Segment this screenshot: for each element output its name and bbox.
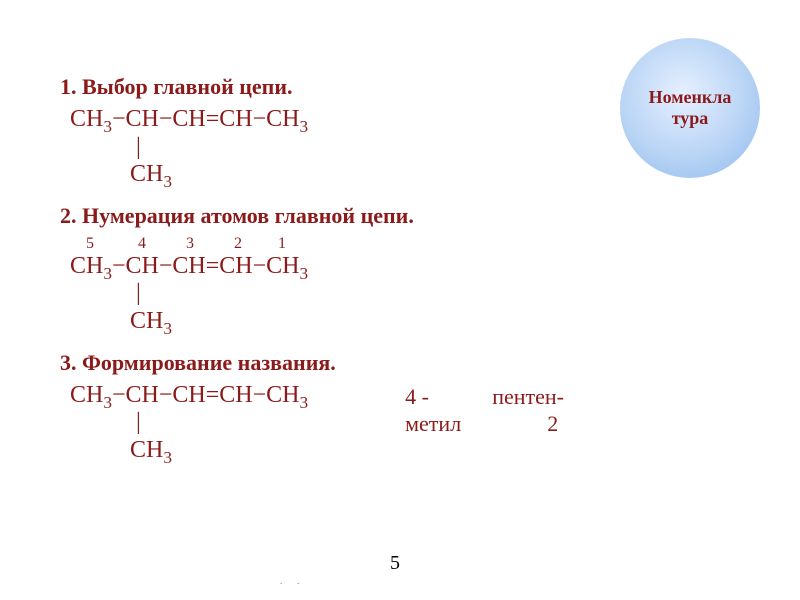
- step3-num: 3.: [60, 350, 77, 375]
- formula-1-main: CH3−CH−CH=CH−CH3: [70, 106, 740, 134]
- name-col2-a: пентен-: [491, 384, 592, 409]
- compound-name: 4 - пентен- метил 2: [402, 382, 594, 438]
- numbering-row: 5 4 3 2 1: [70, 235, 740, 253]
- step1-heading: 1. Выбор главной цепи.: [60, 74, 740, 100]
- formula-2-main: CH3−CH−CH=CH−CH3: [70, 253, 740, 281]
- name-col1-b: метил: [404, 411, 489, 436]
- formula-2-bar: |: [70, 280, 740, 308]
- step1-title: Выбор главной цепи.: [82, 74, 293, 99]
- main-content: 1. Выбор главной цепи. CH3−CH−CH=CH−CH3 …: [60, 60, 740, 464]
- formula-1-branch: CH3: [70, 161, 740, 189]
- name-col1-a: 4 -: [404, 384, 489, 409]
- step1-num: 1.: [60, 74, 77, 99]
- step2-num: 2.: [60, 203, 77, 228]
- formula-1: CH3−CH−CH=CH−CH3 | CH3: [70, 106, 740, 189]
- name-col2-b: 2: [491, 411, 592, 436]
- footer-dots: . .: [280, 576, 301, 586]
- formula-2-branch: CH3: [70, 308, 740, 336]
- step3-title: Формирование названия.: [82, 350, 336, 375]
- step2-title: Нумерация атомов главной цепи.: [82, 203, 414, 228]
- formula-3-branch: CH3: [70, 437, 308, 465]
- page-number: 5: [390, 552, 400, 575]
- formula-3-main: CH3−CH−CH=CH−CH3: [70, 382, 308, 410]
- formula-1-bar: |: [70, 134, 740, 162]
- step2-heading: 2. Нумерация атомов главной цепи.: [60, 203, 740, 229]
- formula-2: CH3−CH−CH=CH−CH3 | CH3: [70, 253, 740, 336]
- formula-3-bar: |: [70, 409, 308, 437]
- formula-3: CH3−CH−CH=CH−CH3 | CH3: [70, 382, 308, 465]
- step3-heading: 3. Формирование названия.: [60, 350, 740, 376]
